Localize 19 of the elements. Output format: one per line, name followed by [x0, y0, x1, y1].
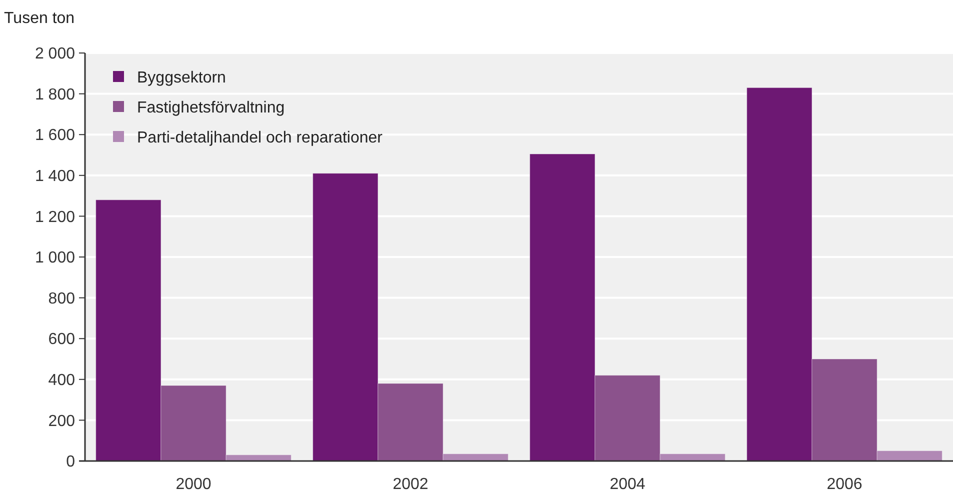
- legend-label: Parti-detaljhandel och reparationer: [137, 130, 384, 147]
- x-tick-label: 2000: [176, 476, 212, 493]
- y-tick-label: 2 000: [34, 46, 76, 63]
- y-tick-label: 1 600: [34, 127, 76, 144]
- y-tick-label: 200: [48, 412, 76, 430]
- y-tick-label: 400: [48, 372, 76, 389]
- y-tick-label: 0: [66, 454, 76, 471]
- legend-label: Byggsektorn: [137, 70, 226, 87]
- y-tick-label: 1 000: [34, 250, 76, 267]
- y-tick-label: 1 400: [34, 168, 76, 185]
- y-tick-label: 1 800: [34, 86, 76, 104]
- y-tick-label: 600: [48, 331, 76, 348]
- y-tick-label: 800: [48, 290, 76, 308]
- y-axis-title: Tusen ton: [4, 10, 75, 27]
- y-tick-label: 1 200: [34, 208, 76, 226]
- x-tick-label: 2002: [392, 476, 428, 493]
- x-tick-label: 2004: [610, 476, 646, 493]
- x-tick-label: 2006: [826, 476, 862, 493]
- legend-label: Fastighetsförvaltning: [137, 100, 285, 117]
